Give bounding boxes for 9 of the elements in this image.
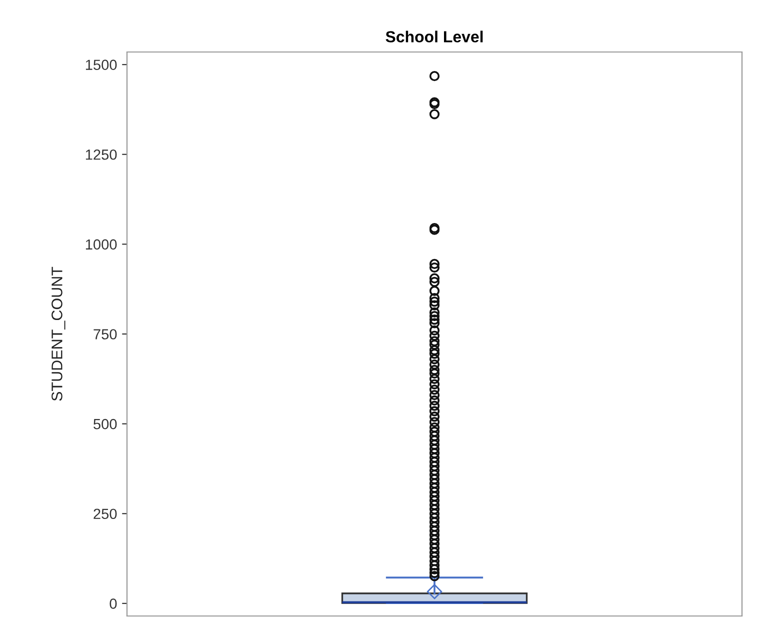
y-tick-label: 1250 bbox=[86, 149, 117, 160]
y-tick-label: 250 bbox=[94, 508, 117, 520]
y-tick-label: 1500 bbox=[86, 60, 117, 70]
y-tick-label: 1000 bbox=[86, 239, 117, 250]
chart-title: School Level bbox=[386, 30, 483, 42]
y-tick-label: 0 bbox=[110, 598, 117, 609]
y-tick-label: 750 bbox=[94, 329, 117, 340]
y-tick-label: 500 bbox=[94, 418, 117, 430]
y-axis-title: STUDENT_COUNT bbox=[52, 266, 66, 401]
